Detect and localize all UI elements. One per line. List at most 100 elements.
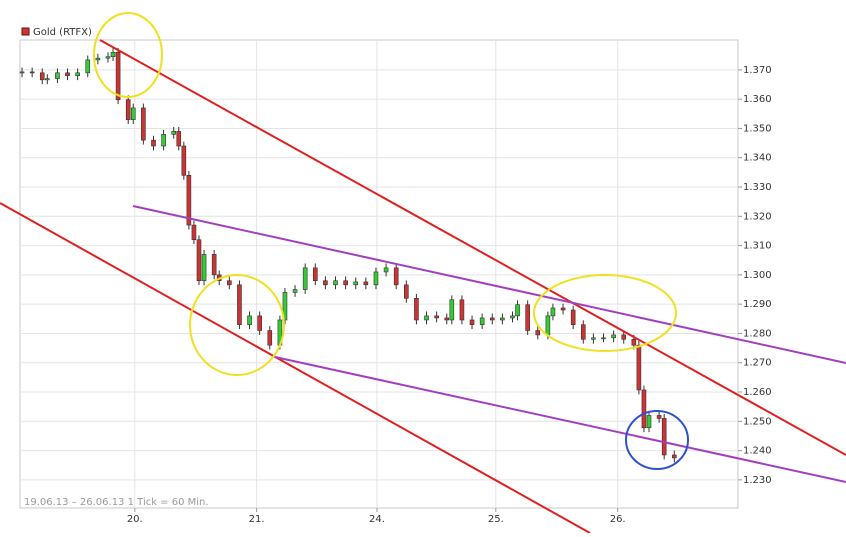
- candle-body: [449, 299, 455, 321]
- candle-body: [302, 267, 308, 290]
- candle-body: [257, 315, 262, 331]
- trend-line: [132, 205, 846, 364]
- candle-body: [45, 78, 50, 81]
- candle-body: [171, 131, 177, 135]
- y-tick-label: 1.320: [743, 211, 772, 222]
- candle-body: [333, 280, 338, 286]
- candle-body: [85, 59, 91, 74]
- candle-body: [363, 281, 369, 286]
- candle-body: [267, 330, 273, 346]
- candle-body: [115, 52, 121, 101]
- annotations: [0, 12, 846, 534]
- x-tick-label: 21.: [249, 514, 265, 525]
- candle-body: [161, 134, 166, 147]
- trend-line: [0, 202, 591, 534]
- candle-body: [515, 304, 520, 317]
- candle-body: [181, 145, 187, 176]
- candle-body: [641, 389, 647, 429]
- candle-body: [580, 324, 586, 340]
- highlight-circle: [625, 410, 689, 470]
- candle-body: [196, 239, 202, 282]
- candle-body: [237, 284, 242, 325]
- candle-body: [373, 271, 379, 286]
- highlight-circle: [93, 12, 163, 98]
- axes: 1.230 1.240 1.250 1.260 1.270 1.280 1.290 1.300…: [127, 65, 772, 525]
- candle-body: [661, 418, 667, 456]
- candle-body: [550, 307, 556, 317]
- candle-body: [611, 334, 616, 339]
- highlight-circle: [533, 274, 677, 352]
- candle-body: [636, 344, 642, 391]
- candle-body: [525, 304, 530, 331]
- y-tick-label: 1.260: [743, 387, 772, 398]
- highlight-circle: [189, 274, 285, 376]
- candle-body: [125, 99, 131, 120]
- candle-body: [570, 309, 576, 325]
- candle-body: [95, 57, 101, 61]
- candle-body: [671, 454, 677, 459]
- candle-body: [646, 415, 652, 429]
- candle-body: [393, 267, 399, 286]
- candle-body: [282, 292, 288, 321]
- candle-body: [191, 224, 197, 241]
- candle-body: [424, 315, 429, 321]
- candle-body: [434, 315, 439, 319]
- candle-body: [591, 337, 596, 340]
- trend-line: [99, 39, 846, 456]
- y-tick-label: 1.300: [743, 270, 772, 281]
- candle-body: [201, 254, 207, 282]
- candle-body: [247, 315, 252, 325]
- candle-body: [601, 337, 606, 340]
- candle-body: [353, 281, 359, 286]
- candle-body: [55, 72, 60, 79]
- y-tick-label: 1.310: [743, 241, 772, 252]
- candle-body: [404, 284, 409, 299]
- x-tick-label: 25.: [488, 514, 504, 525]
- candle-body: [444, 317, 450, 321]
- candle-body: [39, 72, 45, 81]
- y-tick-label: 1.240: [743, 446, 772, 457]
- candle-body: [459, 299, 465, 321]
- candle-body: [469, 319, 475, 325]
- y-tick-label: 1.370: [743, 65, 772, 76]
- y-tick-label: 1.360: [743, 94, 772, 105]
- candle-body: [545, 315, 551, 336]
- x-tick-label: 20.: [127, 514, 143, 525]
- legend-label: Gold (RTFX): [33, 27, 92, 38]
- plot-area: [19, 39, 739, 509]
- y-tick-label: 1.270: [743, 358, 772, 369]
- x-tick-label: 26.: [610, 514, 626, 525]
- candle-body: [500, 317, 505, 321]
- candle-body: [227, 280, 232, 286]
- candle-body: [29, 71, 35, 74]
- legend-swatch: [21, 27, 30, 36]
- footnote: 19.06.13 – 26.06.13 1 Tick = 60 Min.: [24, 497, 209, 508]
- candle-body: [489, 317, 495, 321]
- candle-body: [105, 56, 111, 59]
- candle-body: [211, 254, 217, 276]
- candle-body: [176, 131, 182, 147]
- candle-body: [141, 107, 146, 141]
- candle-body: [343, 280, 348, 286]
- candle-body: [130, 107, 136, 120]
- candle-body: [323, 280, 328, 286]
- candle-body: [631, 339, 637, 346]
- y-tick-label: 1.350: [743, 123, 772, 134]
- y-tick-label: 1.250: [743, 416, 772, 427]
- candle-body: [656, 415, 662, 419]
- candle-body: [510, 315, 515, 319]
- candle-body: [19, 71, 25, 74]
- candle-body: [479, 317, 485, 325]
- candle-body: [621, 334, 627, 340]
- candles: [19, 47, 677, 463]
- candle-body: [560, 307, 566, 311]
- candle-body: [292, 289, 298, 293]
- candle-body: [186, 175, 192, 226]
- y-tick-label: 1.330: [743, 182, 772, 193]
- candle-body: [65, 72, 70, 77]
- y-tick-label: 1.290: [743, 299, 772, 310]
- candle-body: [151, 139, 156, 147]
- candle-body: [312, 267, 318, 282]
